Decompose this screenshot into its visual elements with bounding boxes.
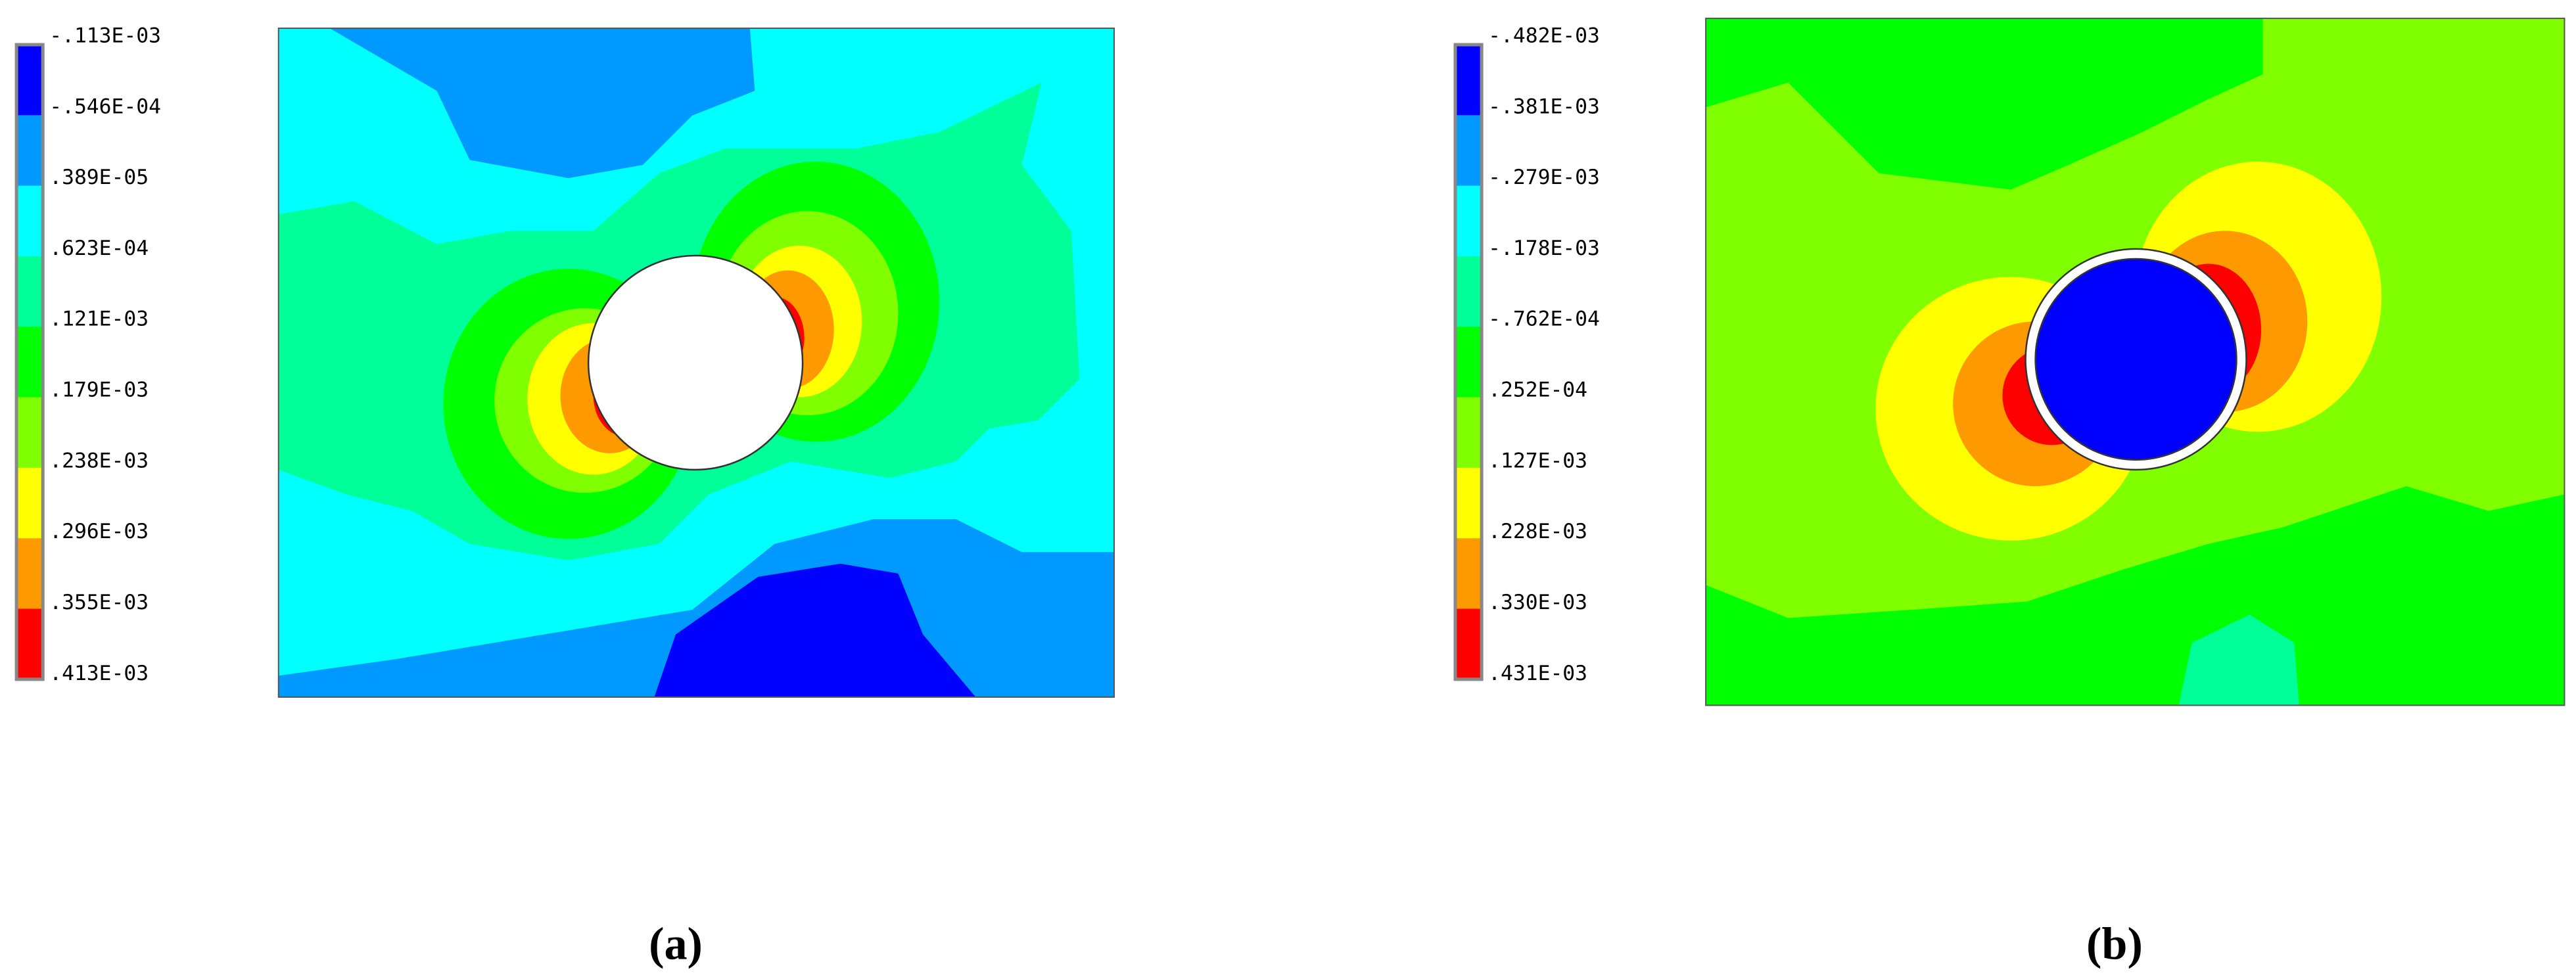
legend-swatch [1455, 538, 1482, 610]
legend-swatch [1455, 608, 1482, 680]
plot-border [277, 27, 1115, 698]
contour-region [2178, 614, 2299, 706]
legend-swatch [1455, 256, 1482, 328]
legend-label: .252E-04 [1488, 378, 1587, 402]
legend-swatch [1455, 45, 1482, 116]
contour-region [654, 563, 976, 697]
legend-swatch [16, 327, 43, 398]
caption: (a) [649, 919, 703, 970]
contour-region [1706, 18, 2263, 190]
legend-label: -.381E-03 [1488, 95, 1600, 118]
legend-label: .121E-03 [49, 307, 149, 331]
contour-region [329, 28, 755, 179]
legend-label: .296E-03 [49, 520, 149, 543]
legend-label: -.482E-03 [1488, 24, 1600, 47]
legend-swatch [1455, 327, 1482, 398]
legend-label: .623E-04 [49, 237, 149, 260]
legend-border [14, 43, 45, 681]
legend-swatch [16, 397, 43, 468]
legend-swatch [16, 185, 43, 257]
legend-swatch [16, 256, 43, 328]
legend-label: -.546E-04 [49, 95, 161, 118]
legend-label: -.113E-03 [49, 24, 161, 47]
legend-label: -.762E-04 [1488, 307, 1600, 331]
legend-label: .355E-03 [49, 591, 149, 614]
contour-plot-b [1705, 17, 2565, 706]
legend-swatch [16, 538, 43, 610]
contour-plot-a [277, 27, 1115, 698]
legend-swatch [1455, 397, 1482, 468]
legend-label: -.279E-03 [1488, 166, 1600, 189]
legend-swatch [1455, 115, 1482, 187]
legend-swatch [16, 45, 43, 116]
plot-border [1705, 17, 2565, 706]
legend-label: .330E-03 [1488, 591, 1587, 614]
legend-swatch [1455, 467, 1482, 539]
legend-swatch [16, 467, 43, 539]
inclusion [2034, 258, 2237, 461]
legend-label: .179E-03 [49, 378, 149, 402]
legend-label: -.178E-03 [1488, 237, 1600, 260]
hole [587, 254, 804, 471]
legend-border [1453, 43, 1484, 681]
legend-label: .228E-03 [1488, 520, 1587, 543]
legend-label: .413E-03 [49, 662, 149, 685]
caption: (b) [2086, 919, 2143, 970]
legend-label: .389E-05 [49, 166, 149, 189]
legend-label: .127E-03 [1488, 449, 1587, 472]
contour-region [1706, 486, 2565, 706]
legend-swatch [16, 608, 43, 680]
legend-label: .238E-03 [49, 449, 149, 472]
legend-swatch [1455, 185, 1482, 257]
legend-swatch [16, 115, 43, 187]
legend-label: .431E-03 [1488, 662, 1587, 685]
